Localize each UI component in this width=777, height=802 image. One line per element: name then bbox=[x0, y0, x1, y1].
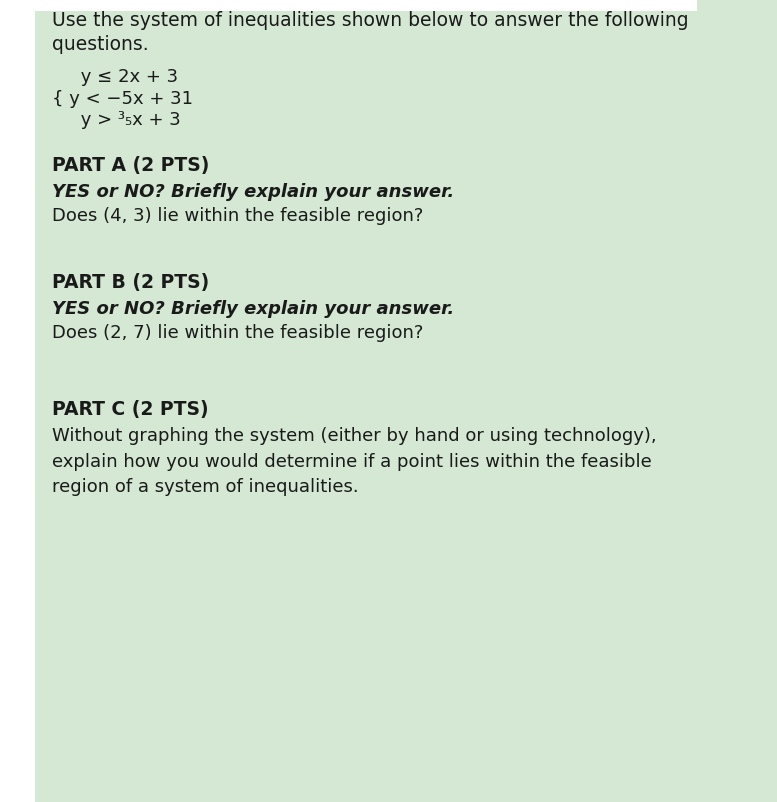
Text: PART A (2 PTS): PART A (2 PTS) bbox=[52, 156, 210, 175]
Text: y > ³₅x + 3: y > ³₅x + 3 bbox=[52, 111, 181, 129]
Text: questions.: questions. bbox=[52, 34, 149, 54]
Text: y ≤ 2x + 3: y ≤ 2x + 3 bbox=[52, 68, 179, 86]
Text: PART B (2 PTS): PART B (2 PTS) bbox=[52, 273, 210, 292]
Text: region of a system of inequalities.: region of a system of inequalities. bbox=[52, 478, 359, 496]
Text: Does (2, 7) lie within the feasible region?: Does (2, 7) lie within the feasible regi… bbox=[52, 324, 423, 342]
Text: PART C (2 PTS): PART C (2 PTS) bbox=[52, 399, 209, 419]
Text: YES or NO? Briefly explain your answer.: YES or NO? Briefly explain your answer. bbox=[52, 300, 455, 318]
Text: YES or NO? Briefly explain your answer.: YES or NO? Briefly explain your answer. bbox=[52, 183, 455, 200]
Text: { y < −5x + 31: { y < −5x + 31 bbox=[52, 90, 193, 107]
Text: Without graphing the system (either by hand or using technology),: Without graphing the system (either by h… bbox=[52, 427, 657, 444]
FancyBboxPatch shape bbox=[0, 0, 698, 12]
Text: explain how you would determine if a point lies within the feasible: explain how you would determine if a poi… bbox=[52, 452, 652, 470]
Text: Use the system of inequalities shown below to answer the following: Use the system of inequalities shown bel… bbox=[52, 10, 689, 30]
FancyBboxPatch shape bbox=[0, 0, 35, 802]
Text: Does (4, 3) lie within the feasible region?: Does (4, 3) lie within the feasible regi… bbox=[52, 207, 423, 225]
